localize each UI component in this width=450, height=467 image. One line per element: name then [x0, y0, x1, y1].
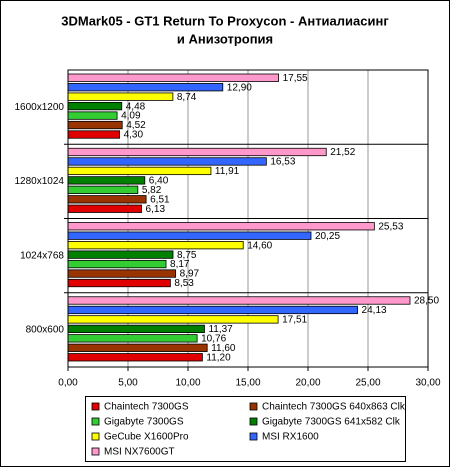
- legend-swatch: [91, 417, 100, 426]
- bar: [67, 296, 411, 305]
- value-label: 11,60: [211, 343, 236, 354]
- value-label: 20,25: [315, 231, 340, 242]
- legend-label: Gigabyte 7300GS: [104, 417, 184, 428]
- bar: [67, 111, 118, 120]
- x-tick-label: 30,00: [415, 378, 440, 389]
- bar: [67, 269, 177, 278]
- legend-swatch: [91, 447, 100, 456]
- bar: [67, 157, 267, 166]
- y-tick-label: 1280x1024: [15, 176, 65, 187]
- bar: [67, 195, 147, 204]
- value-label: 5,82: [142, 185, 162, 196]
- bar: [67, 120, 123, 130]
- chart-title: 3DMark05 - GT1 Return To Proxycon - Анти…: [61, 13, 389, 28]
- value-label: 4,52: [126, 120, 146, 131]
- y-tick-label: 1600x1200: [15, 102, 65, 113]
- bar: [67, 176, 146, 185]
- legend-label: Gigabyte 7300GS 641x582 Clk: [262, 417, 401, 428]
- bar: [67, 83, 224, 92]
- value-label: 25,53: [378, 221, 403, 232]
- bar: [67, 92, 174, 101]
- legend-box: [85, 396, 406, 462]
- y-tick-label: 800x600: [26, 325, 65, 336]
- x-tick-label: 10,00: [175, 378, 200, 389]
- legend-swatch: [249, 402, 258, 411]
- legend-swatch: [91, 432, 100, 441]
- value-label: 24,13: [362, 305, 387, 316]
- x-tick-label: 25,00: [355, 378, 380, 389]
- value-label: 6,40: [149, 176, 169, 187]
- bar: [67, 130, 120, 139]
- bar: [67, 259, 167, 269]
- chart-title: и Анизотропия: [177, 31, 273, 46]
- bar: [67, 315, 279, 324]
- bar: [67, 324, 205, 334]
- value-label: 28,50: [414, 296, 439, 307]
- bar: [67, 185, 139, 194]
- bar: [67, 231, 312, 240]
- value-label: 17,55: [283, 73, 308, 84]
- value-label: 4,09: [121, 111, 141, 122]
- value-label: 11,91: [215, 166, 240, 177]
- bar: [67, 353, 203, 362]
- x-tick-label: 0,00: [58, 378, 78, 389]
- value-label: 6,13: [146, 204, 166, 215]
- value-label: 10,76: [201, 333, 226, 344]
- bar: [67, 204, 142, 213]
- value-label: 8,97: [180, 269, 200, 280]
- value-label: 6,51: [150, 194, 170, 205]
- legend-swatch: [249, 417, 258, 426]
- value-label: 8,17: [170, 259, 190, 270]
- bar: [67, 343, 208, 352]
- bar: [67, 278, 171, 288]
- legend-label: MSI NX7600GT: [104, 447, 175, 458]
- x-tick-label: 5,00: [118, 378, 138, 389]
- legend-label: Chaintech 7300GS 640x863 Clk: [262, 402, 406, 413]
- value-label: 21,52: [330, 147, 355, 158]
- bar: [67, 241, 244, 250]
- value-label: 16,53: [270, 157, 295, 168]
- x-tick-label: 15,00: [235, 378, 260, 389]
- bar: [67, 147, 327, 157]
- legend-label: MSI RX1600: [262, 432, 319, 443]
- value-label: 14,60: [247, 240, 272, 251]
- bar: [67, 101, 123, 111]
- bar: [67, 250, 174, 259]
- bar: [67, 305, 358, 315]
- value-label: 12,90: [227, 82, 252, 93]
- legend-label: Chaintech 7300GS: [104, 402, 189, 413]
- bar: [67, 222, 375, 231]
- value-label: 11,37: [208, 324, 233, 335]
- legend-swatch: [249, 432, 258, 441]
- value-label: 17,51: [282, 315, 307, 326]
- value-label: 8,53: [174, 278, 194, 289]
- bar: [67, 166, 212, 176]
- value-label: 4,30: [124, 130, 144, 141]
- bar: [67, 73, 280, 82]
- legend-swatch: [91, 402, 100, 411]
- plot-border: [67, 69, 429, 368]
- value-label: 11,20: [206, 352, 231, 363]
- value-label: 4,48: [126, 101, 146, 112]
- legend-label: GeCube X1600Pro: [104, 432, 189, 443]
- value-label: 8,75: [177, 250, 197, 261]
- x-tick-label: 20,00: [295, 378, 320, 389]
- bar: [67, 334, 198, 343]
- value-label: 8,74: [177, 92, 197, 103]
- y-tick-label: 1024x768: [20, 250, 64, 261]
